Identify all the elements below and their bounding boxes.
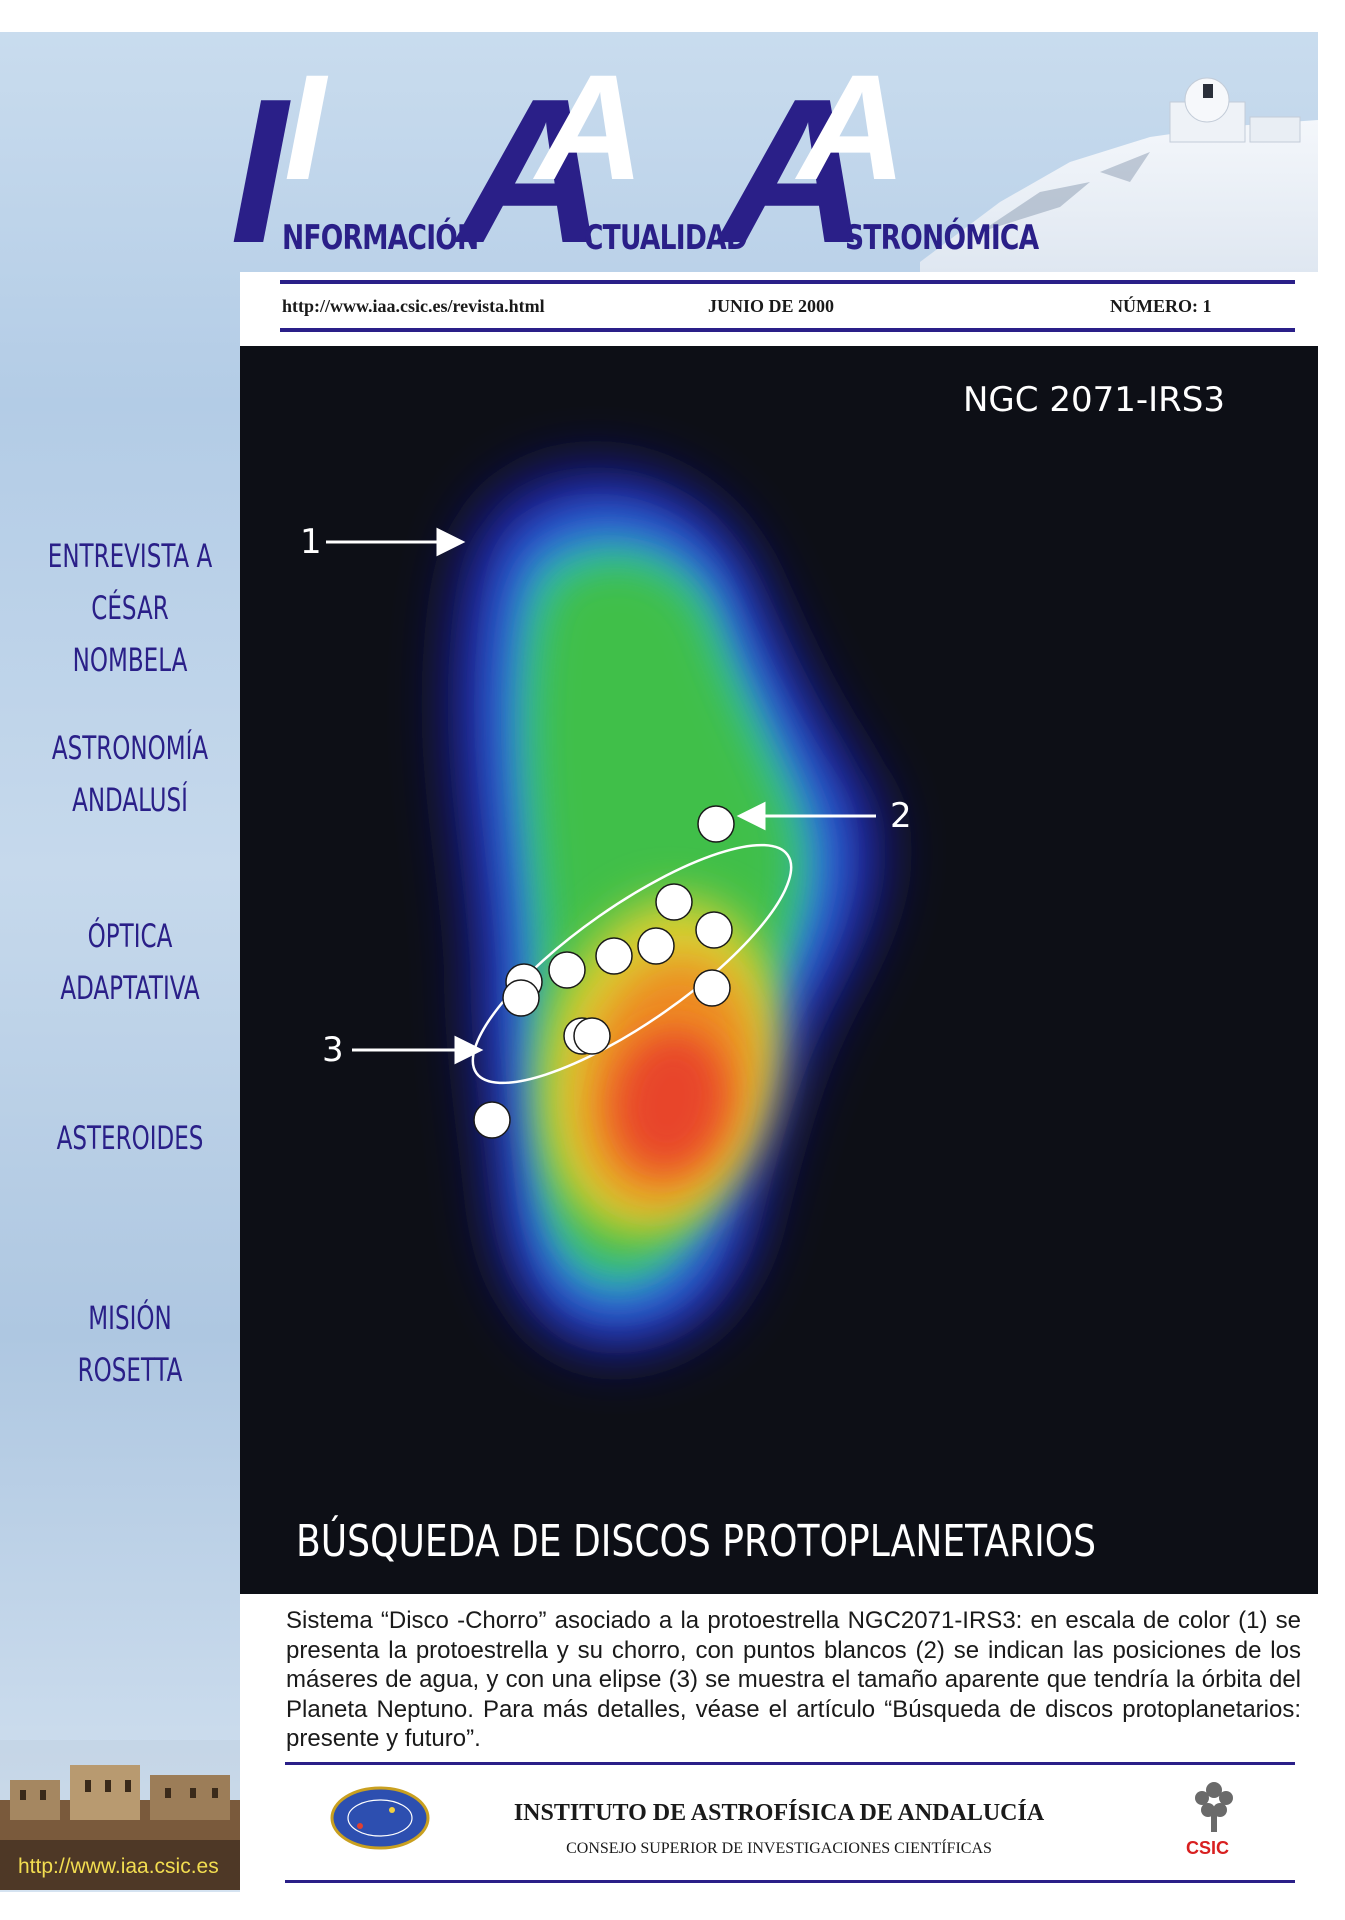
page-edge	[1318, 0, 1345, 1920]
maser-dot	[573, 1017, 611, 1055]
sidebar-item-line: CÉSAR NOMBELA	[72, 589, 188, 679]
sidebar-item-line: ASTRONOMÍA	[51, 729, 209, 767]
annotation-number-2: 2	[890, 796, 912, 836]
sidebar-item-line: ANDALUSÍ	[72, 781, 188, 819]
red-core	[614, 1031, 726, 1171]
maser-dot	[655, 883, 693, 921]
arrow-2-head	[736, 801, 766, 831]
masthead-word-actualidad: CTUALIDAD	[584, 218, 748, 258]
sidebar-item-astronomia-andalusi[interactable]: ASTRONOMÍA ANDALUSÍ	[42, 722, 218, 826]
maser-dot	[548, 951, 586, 989]
caption-text: Sistema “Disco -Chorro” asociado a la pr…	[286, 1607, 1301, 1752]
masthead-letter-a2-shadow: A	[798, 43, 907, 211]
masthead-letter-i-shadow: I	[284, 43, 326, 211]
sidebar-item-mision-rosetta[interactable]: MISIÓN ROSETTA	[42, 1292, 218, 1396]
issue-number: NÚMERO: 1	[1110, 296, 1212, 316]
masthead-letter-a1: A	[458, 56, 607, 286]
masthead: I I NFORMACIÓN A A CTUALIDAD A A STRONÓM…	[230, 43, 1230, 274]
masthead-letter-a2: A	[720, 56, 869, 286]
sidebar-item-optica-adaptativa[interactable]: ÓPTICA ADAPTATIVA	[42, 910, 218, 1014]
protostar-emission-map	[326, 465, 887, 1356]
magazine-url[interactable]: http://www.iaa.csic.es/revista.html	[282, 296, 545, 316]
masthead-word-astronomica: STRONÓMICA	[845, 218, 1039, 258]
info-bar-top-rule	[280, 280, 1295, 284]
maser-dot	[697, 805, 735, 843]
annotation-arrows	[326, 527, 876, 1065]
object-name-label: NGC 2071-IRS3	[963, 380, 1225, 420]
footer: INSTITUTO DE ASTROFÍSICA DE ANDALUCÍA CO…	[240, 1758, 1318, 1892]
csic-logo-text: CSIC	[1186, 1838, 1230, 1858]
figure-caption: Sistema “Disco -Chorro” asociado a la pr…	[240, 1594, 1318, 1758]
info-bar: http://www.iaa.csic.es/revista.html JUNI…	[240, 272, 1318, 346]
cover-story-headline: BÚSQUEDA DE DISCOS PROTOPLANETARIOS	[296, 1516, 1097, 1567]
maser-dot	[595, 937, 633, 975]
csic-logo-tree	[1195, 1782, 1233, 1832]
issue-date: JUNIO DE 2000	[708, 296, 835, 316]
maser-dot	[502, 979, 540, 1017]
iaa-website-link[interactable]: http://www.iaa.csic.es	[18, 1855, 219, 1878]
sidebar-item-line: ÓPTICA	[87, 917, 173, 955]
iaa-logo	[330, 1786, 430, 1850]
town-photo	[0, 1740, 240, 1890]
maser-dot	[473, 1101, 511, 1139]
maser-dot	[695, 911, 733, 949]
annotation-number-1: 1	[300, 522, 322, 562]
annotation-number-3: 3	[322, 1030, 344, 1070]
footer-bottom-rule	[285, 1880, 1295, 1883]
arrow-1-head	[436, 527, 466, 557]
arrow-3-head	[454, 1035, 484, 1065]
sidebar-item-line: ASTEROIDES	[56, 1119, 204, 1157]
maser-dot	[637, 927, 675, 965]
council-name: CONSEJO SUPERIOR DE INVESTIGACIONES CIEN…	[566, 1840, 992, 1857]
sidebar-item-line: ROSETTA	[77, 1351, 183, 1389]
sidebar-item-line: ADAPTATIVA	[60, 969, 200, 1007]
masthead-word-informacion: NFORMACIÓN	[282, 218, 479, 258]
protostar-figure: NGC 2071-IRS3 1 2 3 BÚSQUEDA DE DISCOS P…	[240, 346, 1318, 1594]
masthead-letter-a1-shadow: A	[536, 43, 645, 211]
footer-top-rule	[285, 1762, 1295, 1765]
maser-dot	[693, 969, 731, 1007]
masthead-letter-i: I	[230, 56, 288, 286]
sidebar-item-line: ENTREVISTA A	[47, 537, 213, 575]
water-maser-dots	[473, 805, 735, 1139]
sidebar-item-line: MISIÓN	[88, 1299, 172, 1337]
institute-name: INSTITUTO DE ASTROFÍSICA DE ANDALUCÍA	[513, 1800, 1045, 1826]
sidebar-item-entrevista[interactable]: ENTREVISTA A CÉSAR NOMBELA	[42, 530, 218, 686]
info-bar-bottom-rule	[280, 328, 1295, 332]
neptune-orbit-ellipse	[471, 843, 793, 1085]
sidebar-item-asteroides[interactable]: ASTEROIDES	[42, 1112, 218, 1164]
observatory-mountain-image	[920, 77, 1318, 272]
